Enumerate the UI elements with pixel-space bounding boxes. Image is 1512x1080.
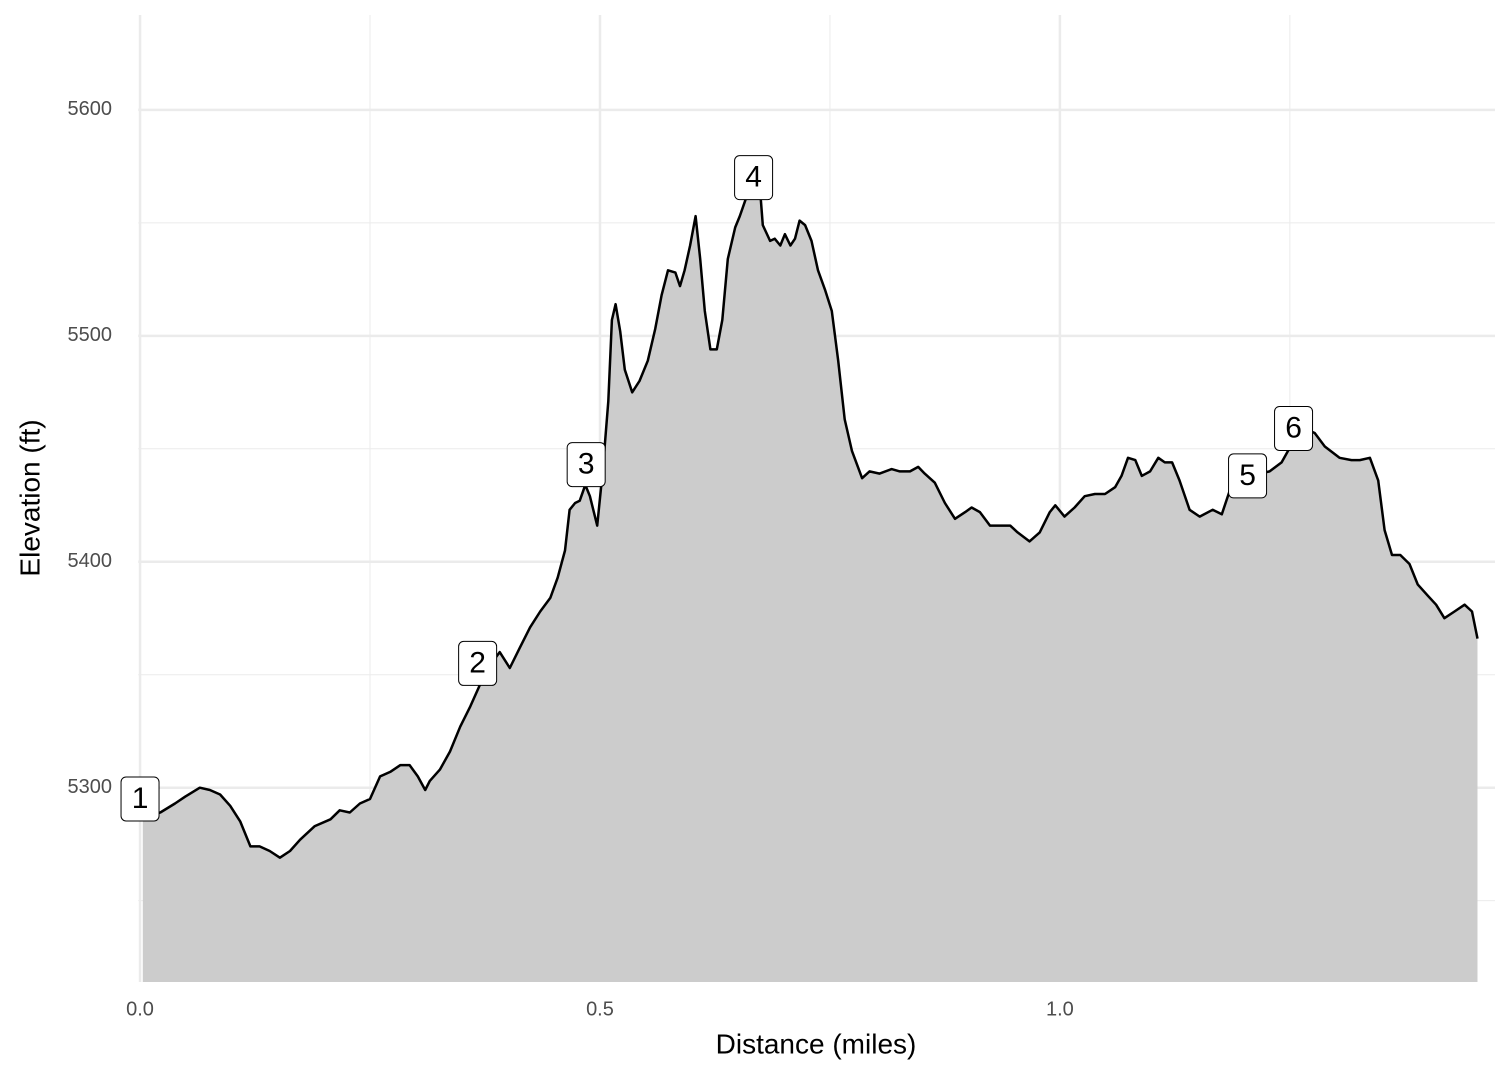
waypoint-label: 3	[578, 448, 595, 481]
elevation-area	[142, 184, 1478, 982]
x-axis-title: Distance (miles)	[716, 1028, 917, 1059]
waypoint-label: 2	[469, 646, 486, 679]
y-axis-title: Elevation (ft)	[14, 419, 45, 576]
elevation-line	[142, 183, 1479, 859]
y-tick-label: 5300	[68, 776, 113, 798]
y-tick-label: 5600	[68, 98, 113, 120]
waypoint-label-box	[1274, 405, 1314, 451]
waypoint-label-box	[458, 640, 498, 686]
waypoint-label: 5	[1239, 459, 1256, 492]
waypoint-label: 4	[745, 161, 762, 194]
x-tick-label: 0.5	[586, 998, 614, 1020]
waypoint-label-box	[120, 776, 160, 822]
waypoint-label-box	[566, 442, 606, 488]
y-tick-label: 5400	[68, 550, 113, 572]
x-tick-label: 1.0	[1046, 998, 1074, 1020]
waypoint-label: 1	[132, 782, 149, 815]
waypoint-label-box	[734, 155, 774, 201]
waypoint-label-box	[1228, 453, 1268, 499]
waypoint-label: 6	[1285, 411, 1302, 444]
y-tick-label: 5500	[68, 324, 113, 346]
x-tick-label: 0.0	[126, 998, 154, 1020]
